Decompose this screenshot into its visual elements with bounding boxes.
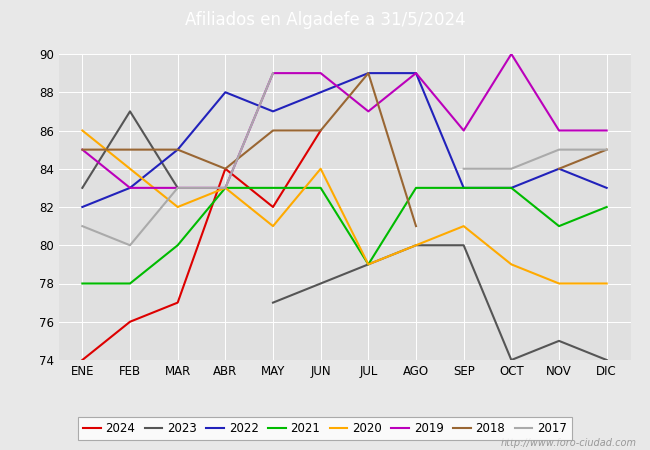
2024 (317, 128, 324, 133)
2024 (222, 166, 229, 171)
2018 (269, 128, 277, 133)
2022 (269, 109, 277, 114)
2018 (412, 224, 420, 229)
2021 (412, 185, 420, 191)
2019 (126, 185, 134, 191)
Line: 2024: 2024 (83, 130, 320, 360)
2022 (603, 185, 610, 191)
2019 (174, 185, 181, 191)
2019 (603, 128, 610, 133)
2020 (603, 281, 610, 286)
2018 (174, 147, 181, 152)
2018 (222, 166, 229, 171)
2023 (79, 185, 86, 191)
2017 (269, 70, 277, 76)
2017 (79, 224, 86, 229)
Line: 2019: 2019 (83, 54, 606, 188)
2020 (460, 224, 467, 229)
2020 (79, 128, 86, 133)
Line: 2020: 2020 (83, 130, 606, 284)
2018 (365, 70, 372, 76)
2021 (603, 204, 610, 210)
2024 (174, 300, 181, 305)
2020 (174, 204, 181, 210)
2019 (555, 128, 563, 133)
2017 (174, 185, 181, 191)
2020 (269, 224, 277, 229)
Text: Afiliados en Algadefe a 31/5/2024: Afiliados en Algadefe a 31/5/2024 (185, 11, 465, 29)
2024 (269, 204, 277, 210)
2021 (174, 243, 181, 248)
2021 (79, 281, 86, 286)
2022 (317, 90, 324, 95)
Line: 2017: 2017 (83, 73, 273, 245)
2023 (174, 185, 181, 191)
2017 (222, 185, 229, 191)
2017 (126, 243, 134, 248)
2021 (508, 185, 515, 191)
2019 (222, 185, 229, 191)
2022 (365, 70, 372, 76)
2018 (126, 147, 134, 152)
2019 (317, 70, 324, 76)
2020 (317, 166, 324, 171)
2023 (126, 109, 134, 114)
2022 (79, 204, 86, 210)
2022 (222, 90, 229, 95)
2021 (317, 185, 324, 191)
Line: 2023: 2023 (83, 112, 177, 188)
2024 (126, 319, 134, 324)
2021 (269, 185, 277, 191)
2022 (412, 70, 420, 76)
2020 (508, 262, 515, 267)
2021 (555, 224, 563, 229)
2020 (412, 243, 420, 248)
Text: http://www.foro-ciudad.com: http://www.foro-ciudad.com (501, 438, 637, 448)
2021 (222, 185, 229, 191)
Line: 2018: 2018 (83, 73, 416, 226)
2019 (412, 70, 420, 76)
Line: 2022: 2022 (83, 73, 606, 207)
2019 (460, 128, 467, 133)
2024 (79, 357, 86, 363)
2022 (508, 185, 515, 191)
2020 (555, 281, 563, 286)
2022 (174, 147, 181, 152)
2020 (126, 166, 134, 171)
2022 (126, 185, 134, 191)
2020 (365, 262, 372, 267)
2020 (222, 185, 229, 191)
2019 (508, 51, 515, 57)
2018 (317, 128, 324, 133)
2021 (460, 185, 467, 191)
2021 (126, 281, 134, 286)
2021 (365, 262, 372, 267)
2018 (79, 147, 86, 152)
Line: 2021: 2021 (83, 188, 606, 284)
2019 (269, 70, 277, 76)
2019 (365, 109, 372, 114)
2022 (555, 166, 563, 171)
Legend: 2024, 2023, 2022, 2021, 2020, 2019, 2018, 2017: 2024, 2023, 2022, 2021, 2020, 2019, 2018… (78, 417, 572, 440)
2022 (460, 185, 467, 191)
2019 (79, 147, 86, 152)
